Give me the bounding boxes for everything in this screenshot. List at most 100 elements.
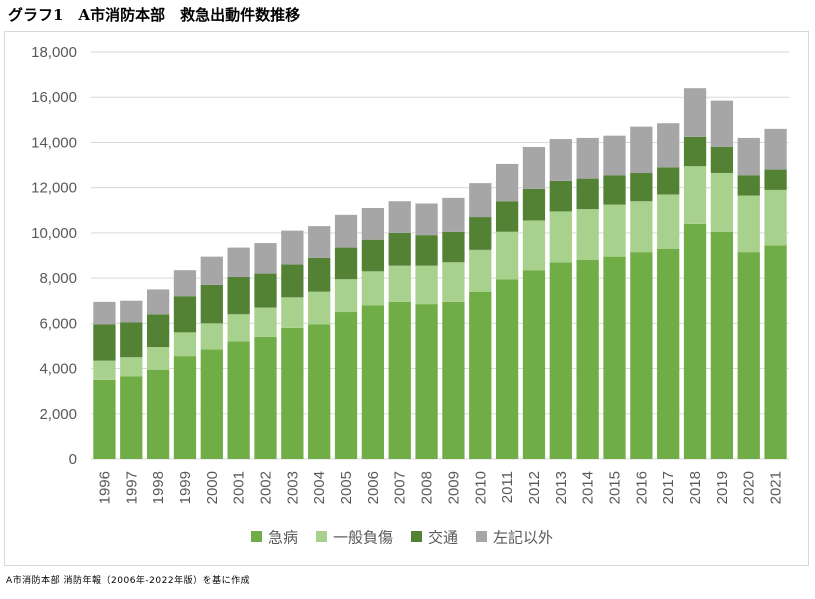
- legend-swatch: [316, 531, 327, 542]
- bar-segment: [737, 195, 760, 253]
- x-tick-label: 2006: [365, 471, 382, 504]
- bar-segment: [254, 273, 277, 308]
- x-tick-label: 2013: [553, 471, 570, 504]
- x-tick-label: 2010: [472, 471, 489, 504]
- bar-segment: [657, 248, 680, 459]
- bar-segment: [630, 252, 653, 459]
- legend-label: 左記以外: [493, 529, 553, 547]
- x-tick-label: 2015: [607, 471, 624, 504]
- bar-segment: [227, 341, 250, 459]
- bar-segment: [388, 301, 411, 459]
- x-tick-label: 2003: [284, 471, 301, 504]
- bar-segment: [549, 139, 572, 181]
- bar-segment: [361, 305, 385, 459]
- bar-segment: [442, 197, 465, 232]
- bar-segment: [710, 231, 734, 459]
- bar-segment: [173, 356, 197, 459]
- bar-segment: [93, 301, 116, 325]
- bar-segment: [522, 146, 546, 189]
- bar-segment: [549, 211, 572, 263]
- bar-segment: [710, 146, 734, 173]
- bar-segment: [549, 180, 572, 212]
- bar-segment: [308, 324, 331, 459]
- x-tick-label: 2012: [526, 471, 543, 504]
- bar-segment: [200, 284, 223, 324]
- x-tick-label: 2005: [338, 471, 355, 504]
- bar-segment: [710, 172, 734, 232]
- bar-segment: [361, 208, 385, 240]
- x-tick-label: 2017: [660, 471, 677, 504]
- bar-segment: [442, 301, 465, 459]
- bar-segment: [522, 188, 546, 221]
- bar-segment: [281, 264, 304, 298]
- bar-segment: [308, 226, 331, 258]
- bar-segment: [146, 314, 170, 348]
- bar-segment: [469, 291, 492, 459]
- x-tick-label: 2019: [714, 471, 731, 504]
- legend: 急病 一般負傷 交通 左記以外: [251, 529, 553, 547]
- bar-segment: [173, 332, 197, 357]
- y-tick-label: 12,000: [31, 180, 77, 197]
- chart-caption: グラフ1 A市消防本部 救急出動件数推移: [8, 6, 301, 24]
- bar-segment: [334, 279, 358, 313]
- legend-label: 急病: [268, 529, 298, 547]
- y-tick-label: 4,000: [39, 361, 77, 378]
- bar-segment: [737, 175, 760, 196]
- x-tick-label: 1998: [150, 471, 167, 504]
- legend-swatch: [476, 531, 487, 542]
- x-tick-label: 2008: [419, 471, 436, 504]
- bar-segment: [764, 169, 787, 190]
- legend-swatch: [411, 531, 422, 542]
- bar-segment: [522, 220, 546, 271]
- bar-segment: [227, 314, 250, 342]
- bar-segment: [146, 289, 170, 315]
- bar-segment: [630, 201, 653, 253]
- y-tick-label: 16,000: [31, 89, 77, 106]
- x-tick-label: 2009: [445, 471, 462, 504]
- bar-segment: [657, 123, 680, 168]
- y-axis-tick-labels: 0 2,000 4,000 6,000 8,000 10,000 12,000 14,000 1…: [31, 44, 77, 468]
- bar-segment: [469, 183, 492, 218]
- bar-segment: [415, 265, 438, 305]
- y-tick-label: 0: [69, 451, 77, 468]
- x-tick-label: 2000: [204, 471, 221, 504]
- source-note: A市消防本部 消防年報（2006年-2022年版）を基に作成: [6, 576, 251, 586]
- bar-segment: [576, 178, 599, 210]
- bar-segment: [576, 209, 599, 261]
- y-tick-label: 18,000: [31, 44, 77, 61]
- bar-segment: [549, 262, 572, 459]
- bar-segment: [576, 137, 599, 179]
- bar-segment: [630, 172, 653, 202]
- bar-segment: [361, 239, 385, 272]
- bar-segment: [146, 369, 170, 459]
- x-tick-label: 2002: [258, 471, 275, 504]
- bar-segment: [764, 128, 787, 170]
- x-tick-label: 1996: [96, 471, 113, 504]
- legend-label: 一般負傷: [333, 529, 393, 547]
- bar-segment: [495, 201, 519, 232]
- bar-segment: [254, 307, 277, 337]
- x-tick-label: 2016: [633, 471, 650, 504]
- bar-segment: [281, 230, 304, 265]
- bar-segment: [415, 235, 438, 266]
- bar-segment: [281, 327, 304, 459]
- bar-segment: [683, 223, 707, 459]
- bar-segment: [388, 232, 411, 266]
- bar-segment: [683, 136, 707, 167]
- bar-segment: [683, 88, 707, 137]
- x-tick-label: 2020: [741, 471, 758, 504]
- bar-segment: [603, 135, 626, 176]
- bars: [93, 88, 787, 459]
- chart-area: 0 2,000 4,000 6,000 8,000 10,000 12,000 14,000 1…: [4, 31, 809, 566]
- x-axis-tick-labels: 1996 1997 1998 1999 2000 2001 2002 2003 2004 2005…: [96, 471, 784, 504]
- bar-segment: [173, 270, 197, 297]
- x-tick-label: 2018: [687, 471, 704, 504]
- bar-segment: [200, 323, 223, 350]
- bar-segment: [603, 256, 626, 459]
- bar-segment: [120, 322, 143, 358]
- bar-segment: [334, 312, 358, 459]
- bar-segment: [200, 256, 223, 285]
- legend-swatch: [251, 531, 262, 542]
- bar-segment: [603, 175, 626, 205]
- bar-segment: [120, 376, 143, 459]
